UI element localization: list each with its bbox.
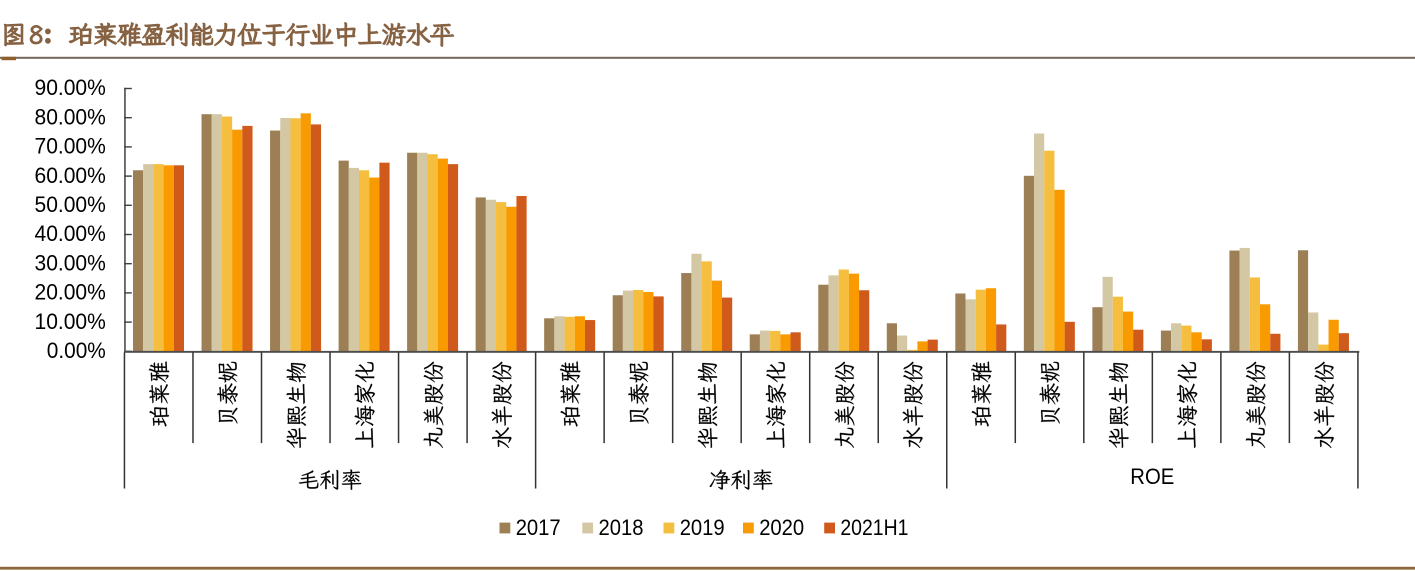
svg-text:2018: 2018 [599, 515, 644, 540]
svg-text:50.00%: 50.00% [35, 192, 106, 217]
svg-text:70.00%: 70.00% [35, 134, 106, 159]
svg-text:20.00%: 20.00% [35, 280, 106, 305]
svg-text:ROE: ROE [1130, 464, 1174, 489]
svg-text:80.00%: 80.00% [35, 104, 106, 129]
svg-text:90.00%: 90.00% [35, 75, 106, 100]
svg-text:0.00%: 0.00% [47, 338, 106, 363]
svg-text:60.00%: 60.00% [35, 163, 106, 188]
svg-text:2020: 2020 [759, 515, 804, 540]
svg-text:2021H1: 2021H1 [840, 515, 908, 540]
svg-text:10.00%: 10.00% [35, 309, 106, 334]
svg-text:2019: 2019 [680, 515, 725, 540]
svg-text:40.00%: 40.00% [35, 221, 106, 246]
svg-text:30.00%: 30.00% [35, 250, 106, 275]
svg-text:2017: 2017 [516, 515, 561, 540]
